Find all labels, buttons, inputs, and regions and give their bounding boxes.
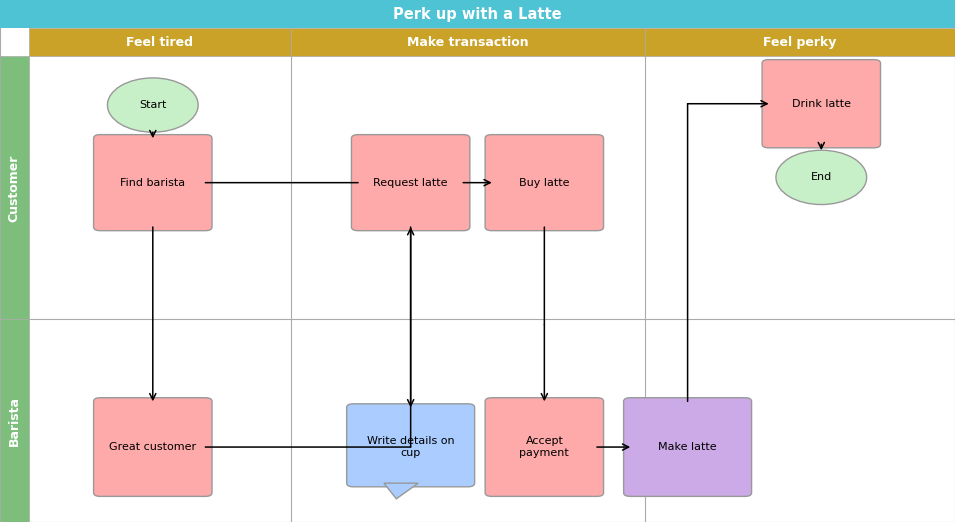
FancyBboxPatch shape: [0, 0, 955, 28]
Text: Feel tired: Feel tired: [126, 36, 194, 49]
Text: Barista: Barista: [8, 396, 21, 446]
Text: Make latte: Make latte: [658, 442, 717, 452]
Text: Buy latte: Buy latte: [520, 177, 569, 187]
FancyBboxPatch shape: [624, 398, 752, 496]
Text: End: End: [811, 172, 832, 182]
Ellipse shape: [775, 150, 867, 205]
FancyBboxPatch shape: [351, 135, 470, 231]
FancyBboxPatch shape: [29, 28, 291, 56]
FancyBboxPatch shape: [94, 135, 212, 231]
FancyBboxPatch shape: [645, 28, 955, 56]
FancyBboxPatch shape: [291, 28, 645, 56]
Text: Write details on
cup: Write details on cup: [367, 436, 455, 458]
Text: Accept
payment: Accept payment: [520, 436, 569, 458]
Text: Start: Start: [139, 100, 166, 110]
FancyBboxPatch shape: [485, 135, 604, 231]
FancyBboxPatch shape: [762, 60, 881, 148]
Polygon shape: [384, 483, 418, 499]
Text: Drink latte: Drink latte: [792, 99, 851, 109]
FancyBboxPatch shape: [0, 56, 29, 319]
Text: Great customer: Great customer: [109, 442, 197, 452]
FancyBboxPatch shape: [0, 319, 29, 522]
Ellipse shape: [107, 78, 199, 132]
FancyBboxPatch shape: [94, 398, 212, 496]
Text: Perk up with a Latte: Perk up with a Latte: [393, 7, 562, 21]
Text: Make transaction: Make transaction: [407, 36, 529, 49]
Text: Customer: Customer: [8, 154, 21, 222]
Text: Request latte: Request latte: [373, 177, 448, 187]
Text: Feel perky: Feel perky: [763, 36, 837, 49]
FancyBboxPatch shape: [485, 398, 604, 496]
FancyBboxPatch shape: [347, 404, 475, 487]
Text: Find barista: Find barista: [120, 177, 185, 187]
